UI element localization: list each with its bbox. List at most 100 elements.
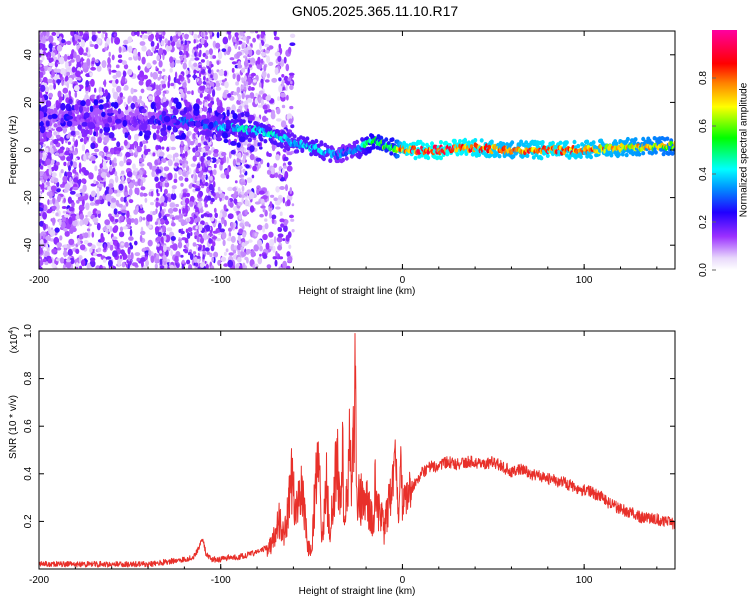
spectrogram-cell: [50, 52, 56, 57]
spectrogram-cell: [85, 214, 88, 218]
spectrogram-cell: [159, 265, 165, 269]
spectrogram-cell: [195, 134, 198, 138]
spectrogram-cell: [122, 70, 127, 77]
spectrogram-cell: [73, 104, 79, 111]
spectrogram-cell: [641, 136, 646, 142]
spectrogram-cell: [194, 57, 200, 61]
spectrogram-cell: [90, 66, 96, 71]
spectrogram-cell: [90, 155, 96, 161]
spectrogram-cell: [52, 210, 55, 214]
spectrogram-cell: [39, 125, 46, 134]
spectrogram-cell: [257, 142, 261, 147]
spectrogram-cell: [219, 193, 225, 199]
spectrogram-cell: [39, 92, 43, 98]
spectrogram-cell: [73, 51, 77, 59]
spectrogram-cell: [103, 131, 110, 136]
spectrogram-cell: [263, 38, 267, 42]
spectrogram-cell: [156, 253, 160, 259]
spectrogram-cell: [137, 65, 141, 71]
spectrogram-cell: [216, 105, 224, 114]
spectrogram-cell: [179, 193, 182, 199]
spectrogram-cell: [91, 60, 95, 65]
spectrogram-cell: [199, 224, 203, 232]
spectrogram-cell: [56, 242, 62, 248]
spectrogram-cell: [266, 55, 271, 64]
spectrogram-cell: [105, 32, 108, 38]
spectrogram-cell: [200, 156, 205, 163]
spectrogram-cell: [51, 166, 55, 172]
spectrogram-cell: [169, 264, 175, 269]
spectrogram-cell: [127, 69, 133, 76]
spectrogram-cell: [395, 153, 400, 159]
spectrogram-cell: [195, 211, 199, 216]
spectrogram-cell: [223, 132, 228, 139]
spectrogram-cell: [70, 31, 75, 37]
spectrogram-cell: [278, 62, 282, 66]
spectrogram-cell: [117, 211, 122, 215]
spectrogram-cell: [113, 101, 119, 109]
spectrogram-cell: [412, 145, 417, 151]
spectrogram-cell: [89, 257, 96, 262]
spectrogram-cell: [63, 161, 67, 167]
spectrogram-cell: [123, 139, 128, 146]
spectrogram-cell: [254, 201, 261, 205]
spectrogram-cell: [96, 95, 100, 101]
spectrogram-cell: [166, 227, 173, 232]
spectrogram-cell: [236, 86, 241, 94]
spectrogram-cell: [120, 242, 125, 246]
spectrogram-cell: [108, 259, 113, 267]
spectrogram-cell: [147, 49, 152, 56]
y-tick-label: 1.0: [23, 324, 34, 338]
spectrogram-cell: [259, 213, 264, 218]
spectrogram-cell: [260, 205, 266, 209]
spectrogram-cell: [473, 138, 478, 143]
spectrogram-cell: [193, 231, 199, 236]
spectrogram-cell: [140, 257, 147, 262]
spectrogram-cell: [189, 31, 193, 35]
spectrogram-cell: [211, 256, 214, 263]
spectrogram-cell: [263, 64, 267, 72]
spectrogram-cell: [68, 216, 73, 225]
spectrogram-cell: [58, 219, 62, 226]
spectrogram-cell: [280, 223, 285, 228]
spectrogram-cell: [107, 116, 113, 123]
spectrogram-cell: [190, 163, 197, 168]
spectrogram-cell: [178, 208, 182, 214]
spectrogram-cell: [226, 156, 229, 164]
spectrogram-cell: [244, 221, 250, 227]
spectrogram-cell: [93, 179, 97, 185]
spectrogram-cell: [120, 170, 125, 175]
y-tick-label: 20: [23, 96, 34, 108]
spectrogram-cell: [57, 90, 62, 98]
spectrogram-cell: [108, 132, 115, 139]
spectrogram-cell: [386, 141, 391, 146]
spectrogram-cell: [138, 157, 145, 163]
spectrogram-cell: [210, 74, 213, 79]
spectrogram-cell: [119, 112, 124, 118]
spectrogram-cell: [223, 156, 226, 164]
spectrogram-cell: [240, 191, 245, 195]
spectrogram-cell: [103, 146, 109, 153]
spectrogram-cell: [207, 68, 212, 74]
spectrogram-cell: [266, 264, 272, 269]
spectrogram-cell: [217, 222, 222, 230]
spectrogram-cell: [227, 213, 234, 220]
spectrogram-cell: [278, 173, 282, 179]
spectrogram-cell: [265, 242, 270, 250]
spectrogram-cell: [193, 62, 198, 67]
spectrogram-cell: [138, 209, 145, 214]
spectrogram-cell: [145, 259, 150, 267]
spectrogram-cell: [85, 99, 91, 107]
spectrogram-cell: [162, 31, 166, 36]
spectrogram-cell: [127, 217, 132, 224]
spectrogram-cell: [170, 82, 175, 87]
spectrogram-cell: [174, 172, 178, 180]
spectrogram-cell: [89, 44, 95, 47]
spectrogram-cell: [247, 127, 252, 133]
spectrogram-cell: [139, 234, 143, 242]
spectrogram-cell: [106, 157, 111, 161]
spectrogram-cell: [69, 190, 76, 195]
spectrogram-cell: [227, 93, 232, 98]
spectrogram-cell: [182, 81, 187, 89]
spectrogram-cell: [305, 136, 310, 141]
